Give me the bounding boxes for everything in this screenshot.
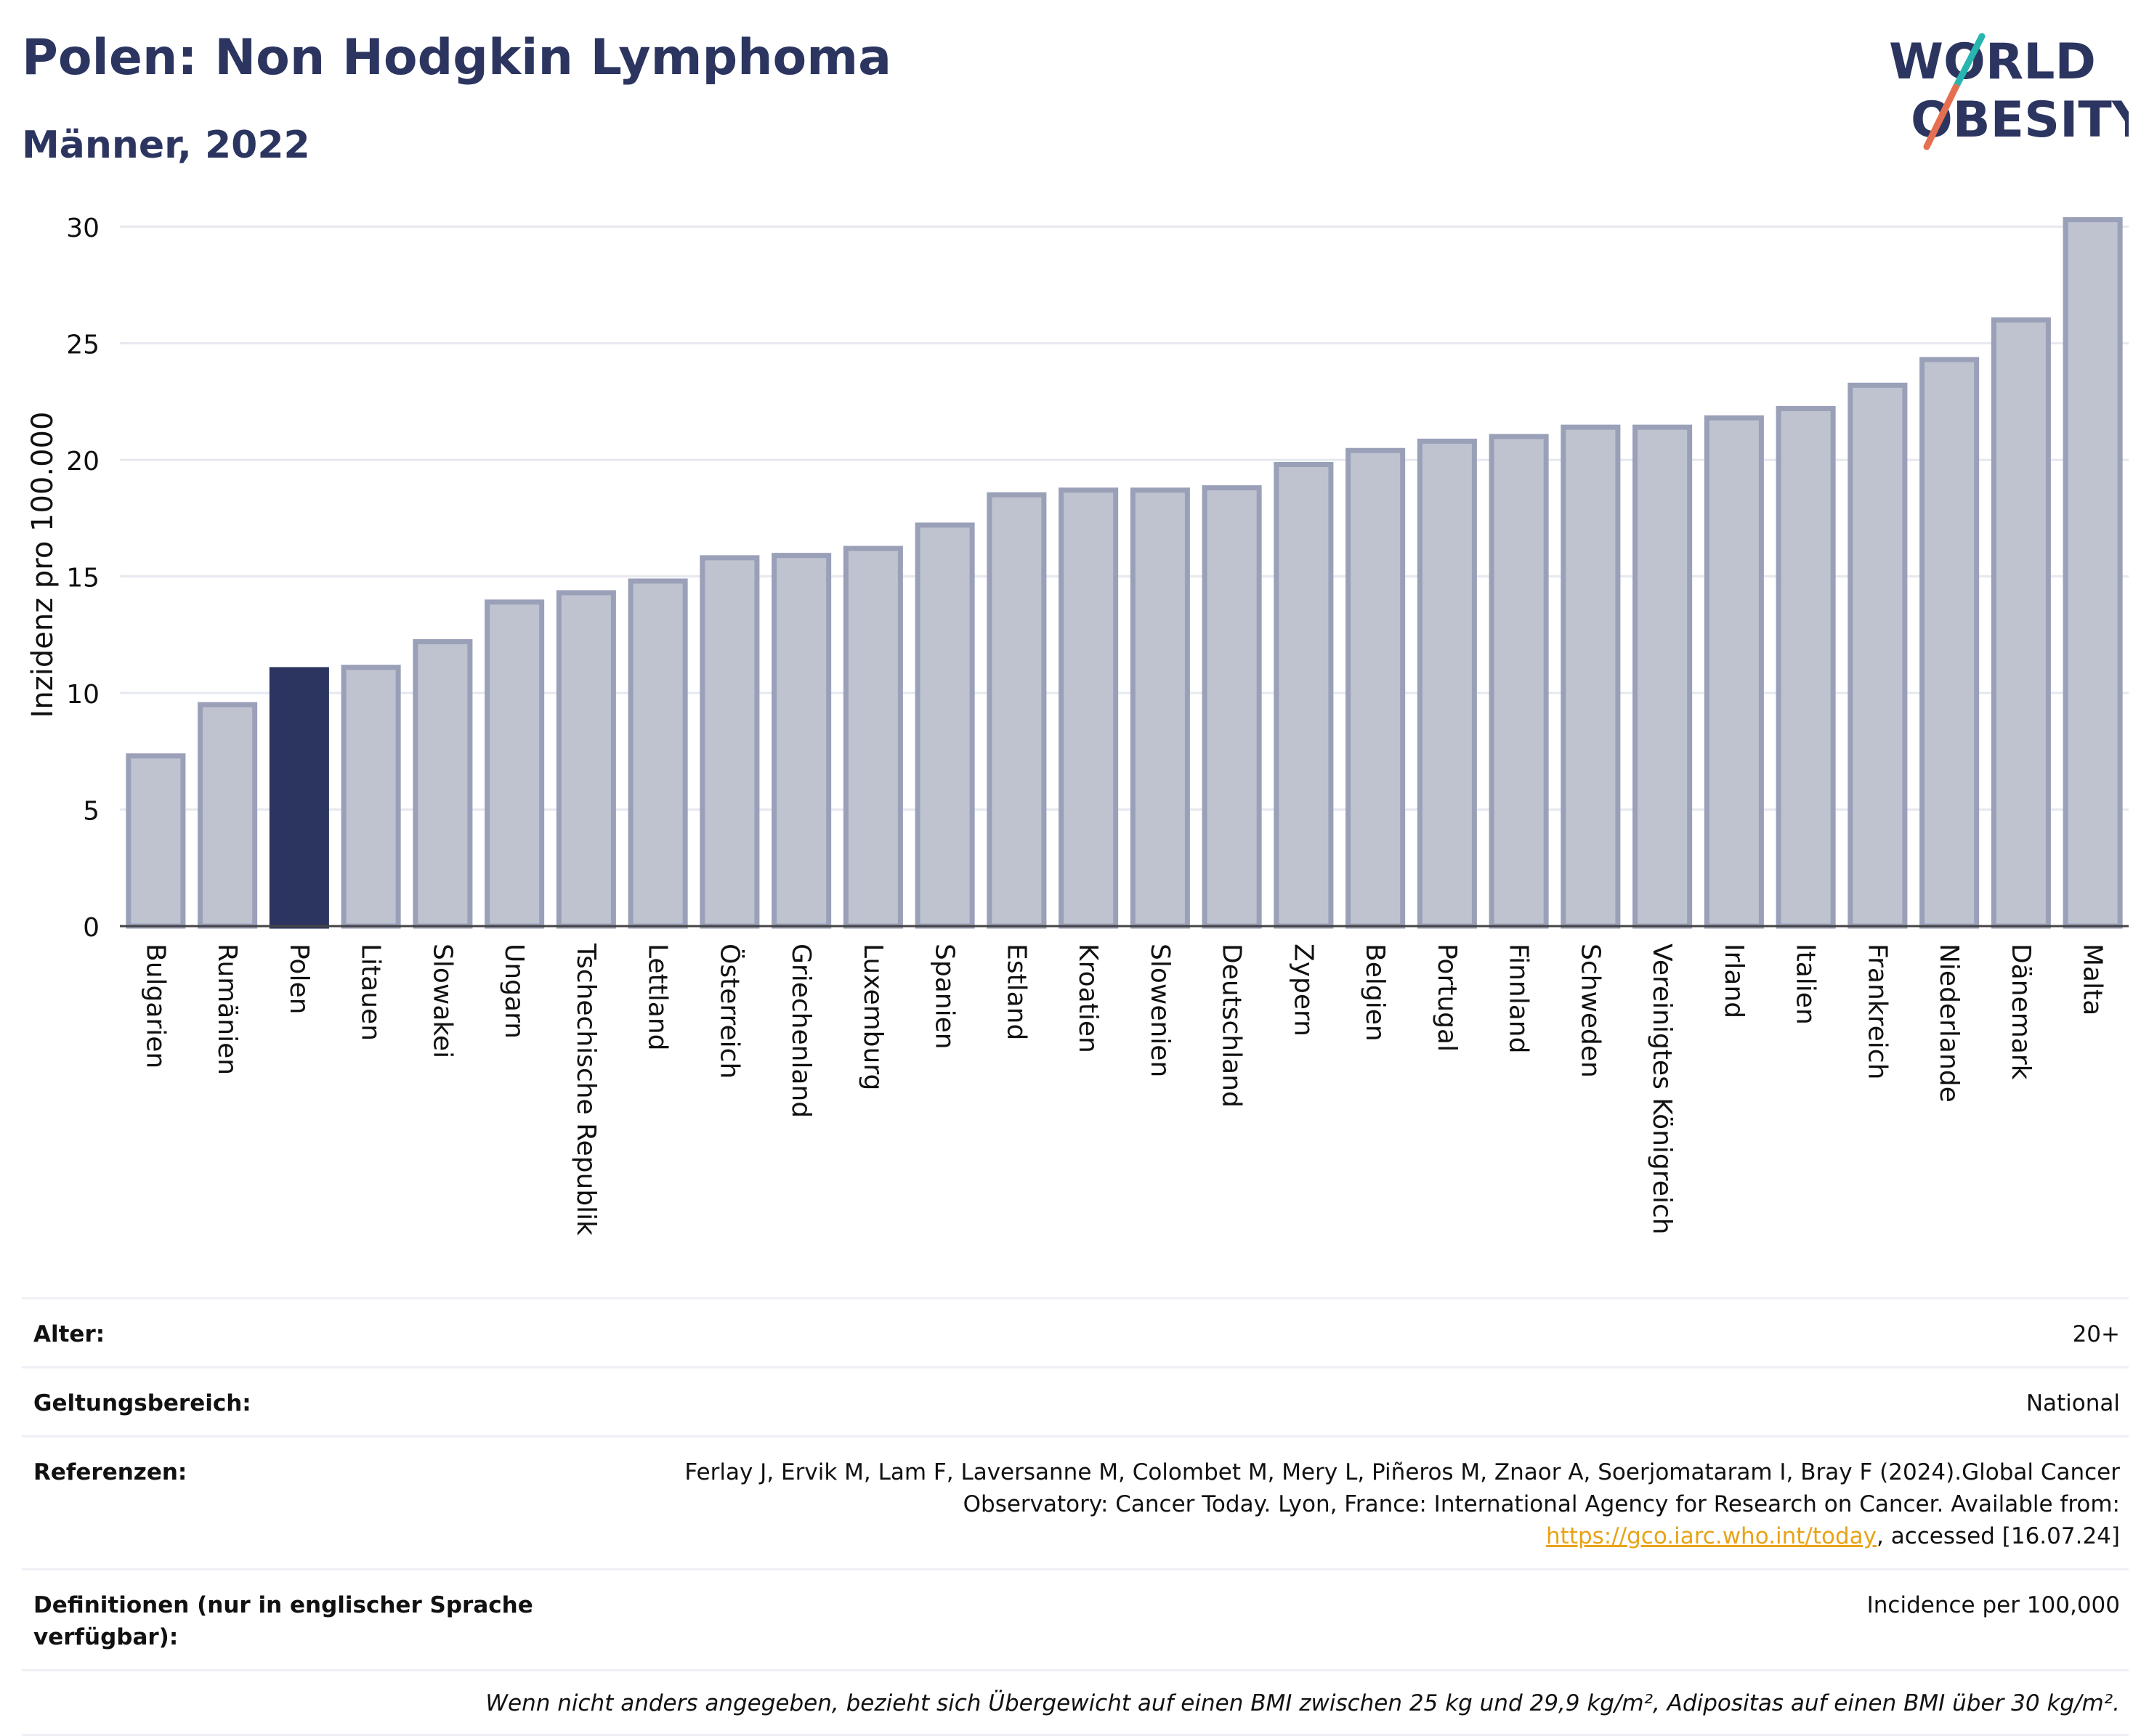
meta-row-definitions: Definitionen (nur in englischer Sprache … — [22, 1568, 2129, 1669]
bar[interactable] — [772, 553, 832, 929]
x-tick-label: Slowenien — [1145, 944, 1175, 1077]
x-tick-label: Litauen — [356, 944, 386, 1041]
bar[interactable] — [1991, 317, 2051, 929]
y-tick-label: 20 — [66, 447, 100, 476]
x-tick-label: Bulgarien — [140, 944, 170, 1068]
x-tick-label: Estland — [1001, 944, 1031, 1040]
age-value: 20+ — [2072, 1321, 2120, 1347]
x-tick-label: Malta — [2078, 944, 2108, 1015]
age-label: Alter: — [33, 1321, 105, 1347]
x-tick-label: Deutschland — [1217, 944, 1247, 1108]
chart-subtitle: Männer, 2022 — [22, 123, 310, 167]
references-link[interactable]: https://gco.iarc.who.int/today — [1546, 1523, 1877, 1549]
bar[interactable] — [556, 590, 616, 929]
bar[interactable] — [915, 522, 975, 929]
y-axis-label: Inzidenz pro 100.000 — [26, 412, 60, 718]
x-tick-label: Irland — [1719, 944, 1749, 1018]
logo-graphic: WORLD OBESITY — [1889, 33, 2148, 150]
bar[interactable] — [1059, 487, 1119, 929]
logo-slash-coral — [1923, 84, 1959, 150]
bar[interactable] — [1345, 447, 1406, 929]
scope-label: Geltungsbereich: — [33, 1390, 251, 1416]
x-tick-label: Polen — [284, 944, 314, 1014]
bar-chart: 0 5 10 15 20 25 30 Bulgarien Rumänien Polen Litaue… — [26, 214, 2129, 1236]
meta-row-age: Alter: 20+ — [22, 1297, 2129, 1366]
x-tick-label: Vereinigtes Königreich — [1647, 944, 1677, 1235]
x-tick-label: Lettland — [643, 944, 673, 1051]
y-tick-label: 5 — [83, 797, 100, 827]
scope-value: National — [2025, 1390, 2120, 1416]
x-tick-label: Portugal — [1432, 944, 1462, 1052]
x-tick-label: Tschechische Republik — [571, 943, 601, 1236]
x-tick-label: Luxemburg — [858, 944, 888, 1090]
bar[interactable] — [341, 665, 401, 929]
y-tick-label: 25 — [66, 330, 100, 360]
x-tick-label: Italien — [1791, 944, 1821, 1025]
x-tick-label: Zypern — [1288, 944, 1318, 1037]
bar[interactable] — [413, 638, 473, 929]
x-tick-label: Österreich — [714, 944, 745, 1079]
logo-slash-teal — [1952, 33, 1986, 91]
x-tick-label: Rumänien — [212, 944, 242, 1075]
x-tick-label: Frankreich — [1862, 944, 1892, 1079]
y-tick-label: 30 — [66, 214, 100, 243]
bar[interactable] — [843, 545, 903, 929]
metadata-table: Alter: 20+ Geltungsbereich: National Ref… — [22, 1297, 2129, 1736]
references-suffix: , accessed [16.07.24] — [1876, 1523, 2120, 1549]
bars — [126, 216, 2123, 929]
x-tick-label: Ungarn — [499, 944, 529, 1039]
x-tick-label: Dänemark — [2006, 944, 2036, 1080]
references-text: Ferlay J, Ervik M, Lam F, Laversanne M, … — [684, 1459, 2120, 1517]
y-tick-label: 10 — [66, 680, 100, 710]
x-tick-label: Griechenland — [786, 944, 816, 1118]
logo-line1: WORLD — [1889, 33, 2096, 91]
x-tick-label: Spanien — [930, 944, 960, 1050]
references-value: Ferlay J, Ervik M, Lam F, Laversanne M, … — [631, 1456, 2120, 1552]
bmi-note: Wenn nicht anders angegeben, bezieht sic… — [22, 1669, 2129, 1736]
definitions-value: Incidence per 100,000 — [1866, 1592, 2120, 1618]
logo-line2: OBESITY — [1911, 92, 2129, 149]
bar[interactable] — [1919, 357, 1980, 929]
bar[interactable] — [1704, 415, 1764, 929]
bar[interactable] — [628, 578, 688, 929]
y-tick-label: 15 — [66, 564, 100, 593]
bar[interactable] — [1417, 438, 1477, 929]
meta-row-references: Referenzen: Ferlay J, Ervik M, Lam F, La… — [22, 1435, 2129, 1568]
x-tick-label: Belgien — [1360, 944, 1390, 1042]
bar[interactable] — [2063, 216, 2123, 929]
x-tick-label: Niederlande — [1934, 944, 1964, 1103]
bar[interactable] — [1848, 382, 1908, 929]
bar[interactable] — [987, 492, 1047, 929]
x-tick-label: Schweden — [1575, 944, 1605, 1078]
bar[interactable] — [1632, 424, 1693, 929]
bar[interactable] — [485, 599, 545, 929]
x-tick-label: Slowakei — [427, 944, 457, 1058]
bar[interactable] — [1776, 405, 1836, 929]
references-label: Referenzen: — [33, 1459, 187, 1485]
x-tick-label: Kroatien — [1073, 944, 1103, 1053]
world-obesity-logo: WORLD OBESITY — [1889, 29, 2148, 153]
bar[interactable] — [269, 667, 329, 929]
bar[interactable] — [1202, 485, 1262, 929]
axes: 0 5 10 15 20 25 30 Bulgarien Rumänien Polen Litaue… — [66, 214, 2129, 1236]
bar[interactable] — [1561, 424, 1621, 929]
bar[interactable] — [126, 753, 186, 929]
definitions-label: Definitionen (nur in englischer Sprache … — [33, 1592, 533, 1650]
bar[interactable] — [1130, 487, 1190, 929]
bar[interactable] — [700, 555, 760, 929]
meta-row-scope: Geltungsbereich: National — [22, 1366, 2129, 1435]
bar[interactable] — [1489, 434, 1549, 929]
bar[interactable] — [198, 702, 258, 929]
y-tick-label: 0 — [83, 913, 100, 943]
chart-title: Polen: Non Hodgkin Lymphoma — [22, 29, 892, 86]
bar[interactable] — [1274, 461, 1334, 929]
x-tick-label: Finnland — [1504, 944, 1534, 1053]
